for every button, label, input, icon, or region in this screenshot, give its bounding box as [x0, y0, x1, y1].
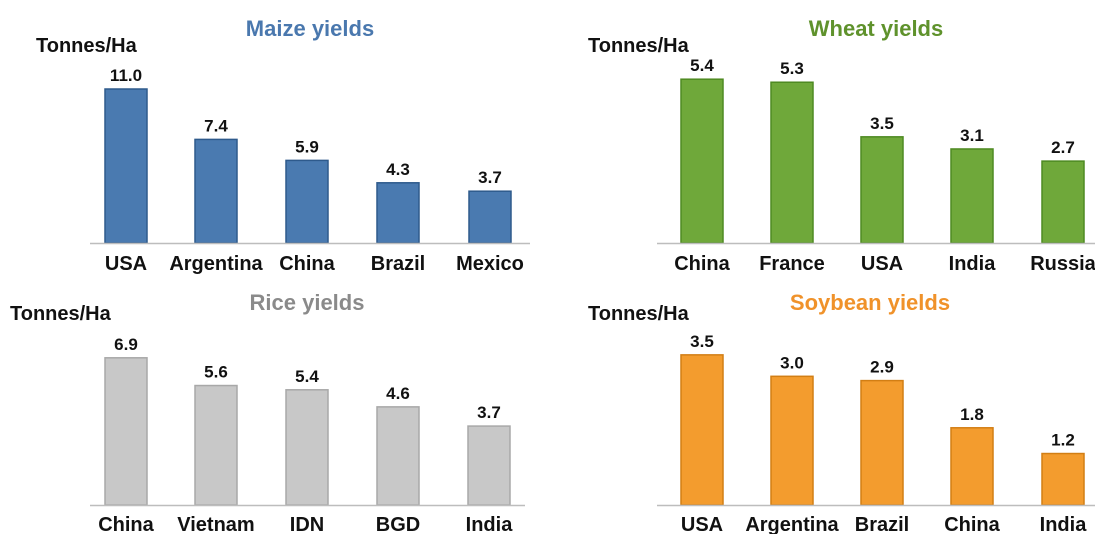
data-label: 5.4	[690, 56, 714, 75]
bar-india	[467, 425, 511, 506]
bar-china	[950, 427, 994, 506]
bar-china	[104, 357, 148, 506]
bar-india	[1041, 452, 1085, 506]
data-label: 5.6	[204, 363, 228, 382]
x-tick-label: Brazil	[371, 253, 425, 275]
data-label: 3.5	[690, 332, 714, 351]
bar-brazil	[376, 182, 420, 244]
bar-china	[680, 78, 724, 244]
bar-argentina	[770, 375, 814, 506]
chart-title: Soybean yields	[790, 290, 950, 315]
data-label: 4.6	[386, 384, 410, 403]
x-tick-label: USA	[861, 253, 903, 275]
x-tick-label: India	[949, 253, 997, 275]
bar-mexico	[468, 190, 512, 244]
data-label: 3.1	[960, 126, 984, 145]
bar-bgd	[376, 406, 420, 506]
x-tick-label: Argentina	[169, 253, 263, 275]
bar-russia	[1041, 160, 1085, 244]
chart-maize-yields: Maize yields Tonnes/Ha 11.0 USA 7.4 Argentina…	[36, 16, 530, 275]
data-label: 11.0	[110, 66, 142, 85]
x-tick-label: Argentina	[745, 514, 839, 534]
bar-india	[950, 148, 994, 244]
chart-rice-yields: Rice yields Tonnes/Ha6.9 China 5.6 Vietnam 5.…	[10, 290, 525, 534]
data-label: 5.3	[780, 59, 804, 78]
bar-brazil	[860, 379, 904, 506]
bar-usa	[104, 88, 148, 244]
bar-usa	[860, 136, 904, 244]
y-axis-label: Tonnes/Ha	[10, 303, 112, 325]
x-tick-label: USA	[681, 514, 723, 534]
x-tick-label: IDN	[290, 514, 324, 534]
x-tick-label: India	[1040, 514, 1088, 534]
data-label: 5.4	[295, 367, 319, 386]
x-tick-label: China	[98, 514, 154, 534]
x-tick-label: Mexico	[456, 253, 524, 275]
data-label: 5.9	[295, 137, 319, 156]
chart-title: Maize yields	[246, 16, 374, 41]
y-axis-label: Tonnes/Ha	[36, 35, 138, 57]
data-label: 2.9	[870, 358, 894, 377]
x-tick-label: BGD	[376, 514, 420, 534]
data-label: 2.7	[1051, 138, 1075, 157]
data-label: 3.5	[870, 114, 894, 133]
data-label: 4.3	[386, 160, 410, 179]
x-tick-label: France	[759, 253, 825, 275]
y-axis-label: Tonnes/Ha	[588, 303, 690, 325]
chart-wheat-yields: Wheat yields Tonnes/Ha5.4 China 5.3 France 3.…	[588, 16, 1095, 275]
chart-title: Rice yields	[250, 290, 365, 315]
data-label: 6.9	[114, 335, 138, 354]
data-label: 1.2	[1051, 431, 1075, 450]
x-tick-label: USA	[105, 253, 147, 275]
y-axis-label: Tonnes/Ha	[588, 35, 690, 57]
data-label: 7.4	[204, 116, 228, 135]
bar-vietnam	[194, 384, 238, 506]
x-tick-label: China	[279, 253, 335, 275]
data-label: 3.7	[477, 403, 501, 422]
data-label: 3.0	[780, 353, 804, 372]
x-tick-label: India	[466, 514, 514, 534]
bar-argentina	[194, 138, 238, 244]
x-tick-label: Vietnam	[177, 514, 254, 534]
bar-idn	[285, 389, 329, 506]
x-tick-label: Brazil	[855, 514, 909, 534]
bar-china	[285, 159, 329, 244]
chart-title: Wheat yields	[809, 16, 943, 41]
bar-france	[770, 81, 814, 244]
data-label: 1.8	[960, 405, 984, 424]
chart-soybean-yields: Soybean yields Tonnes/Ha3.5 USA 3.0 Argentin…	[588, 290, 1095, 534]
x-tick-label: Russia	[1030, 253, 1095, 275]
x-tick-label: China	[674, 253, 730, 275]
data-label: 3.7	[478, 168, 502, 187]
bar-usa	[680, 354, 724, 506]
x-tick-label: China	[944, 514, 1000, 534]
